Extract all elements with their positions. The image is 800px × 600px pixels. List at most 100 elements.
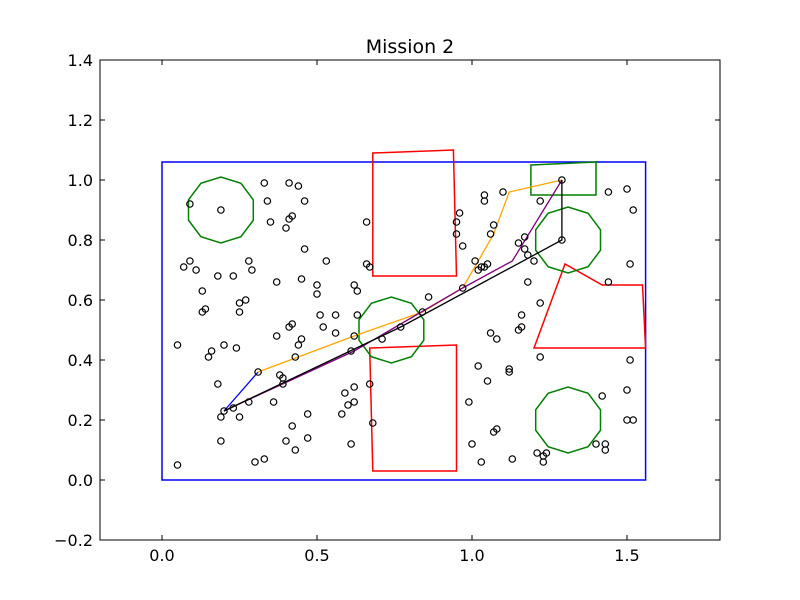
node-point <box>217 413 225 421</box>
node-point <box>214 272 222 280</box>
node-point <box>235 299 244 307</box>
node-point <box>539 458 548 466</box>
node-point <box>297 335 306 343</box>
node-point <box>499 188 507 196</box>
node-point <box>251 458 259 466</box>
node-point <box>331 329 340 337</box>
node-point <box>288 320 297 328</box>
node-point <box>474 362 483 370</box>
node-point <box>505 365 514 373</box>
node-point <box>483 260 492 268</box>
node-point <box>542 449 551 457</box>
node-point <box>629 206 638 214</box>
node-point <box>220 341 228 349</box>
node-point <box>260 179 269 187</box>
green-obstacle-rect <box>530 161 597 196</box>
node-point <box>520 245 529 253</box>
node-point <box>465 398 473 406</box>
y-tick-label: 1.2 <box>68 111 93 130</box>
y-tick-label: 1.4 <box>68 51 93 70</box>
node-point <box>288 212 297 220</box>
node-point <box>294 341 303 349</box>
node-point <box>282 224 290 232</box>
node-point <box>452 218 461 226</box>
node-point <box>173 341 182 349</box>
node-point <box>272 278 281 286</box>
node-point <box>623 185 631 193</box>
node-point <box>344 401 352 409</box>
node-point <box>396 323 405 331</box>
node-point <box>520 233 529 241</box>
node-point <box>214 380 222 388</box>
node-point <box>489 221 498 229</box>
boundary-rectangle <box>161 161 647 481</box>
node-point <box>483 377 492 385</box>
x-tick-label: 1.5 <box>614 546 639 565</box>
node-point <box>300 245 309 253</box>
node-point <box>536 197 545 205</box>
node-point <box>245 257 253 265</box>
node-point <box>186 257 194 265</box>
node-point <box>452 230 461 238</box>
node-point <box>285 179 293 187</box>
node-point <box>514 239 523 247</box>
path-series-4 <box>223 180 563 412</box>
node-point <box>558 236 566 244</box>
red-obstacle-2 <box>368 344 458 472</box>
node-point <box>368 419 377 427</box>
node-point <box>471 257 479 265</box>
node-point <box>220 407 228 415</box>
node-point <box>254 368 262 376</box>
y-tick-label: 0.0 <box>68 471 93 490</box>
x-tick-label: 0.0 <box>149 546 174 565</box>
node-point <box>362 218 371 226</box>
green-obstacle-2 <box>358 296 425 364</box>
node-point <box>294 182 303 190</box>
node-point <box>241 296 250 304</box>
node-point <box>245 398 253 406</box>
node-point <box>303 410 312 418</box>
node-point <box>468 440 476 448</box>
node-point <box>297 275 306 283</box>
node-point <box>350 281 359 289</box>
node-point <box>272 332 281 340</box>
axis-ticks: 0.0 0.5 1.0 1.5 −0.2 0.0 0.2 0.4 0.6 0.8 1.0 1.2 1.4 <box>54 51 720 565</box>
node-point <box>517 323 526 331</box>
node-point <box>598 392 607 400</box>
node-point <box>198 287 207 295</box>
node-point <box>604 278 613 286</box>
node-point <box>313 290 321 298</box>
y-tick-label: −0.2 <box>54 531 93 550</box>
node-point <box>477 263 486 271</box>
node-point <box>319 323 328 331</box>
node-point <box>492 425 501 433</box>
node-point <box>486 230 495 238</box>
node-point <box>260 455 269 463</box>
node-point <box>477 458 486 466</box>
node-point <box>217 437 225 445</box>
node-point <box>353 311 362 319</box>
node-point <box>533 449 541 457</box>
node-point <box>291 353 300 361</box>
y-tick-label: 0.8 <box>68 231 93 250</box>
node-point <box>455 209 464 217</box>
node-point <box>604 188 613 196</box>
node-point <box>300 197 309 205</box>
node-point <box>458 242 467 250</box>
node-point <box>350 383 359 391</box>
node-point <box>492 335 501 343</box>
y-tick-label: 1.0 <box>68 171 93 190</box>
node-point <box>378 335 386 343</box>
node-point <box>173 461 182 469</box>
node-point <box>629 416 638 424</box>
node-point <box>291 446 300 454</box>
node-point <box>592 440 600 448</box>
green-obstacle-3 <box>534 206 602 274</box>
plot-area <box>161 149 647 481</box>
node-point <box>536 353 545 361</box>
node-point <box>350 332 359 340</box>
node-point <box>179 263 188 271</box>
node-point <box>235 308 244 316</box>
node-point <box>313 281 321 289</box>
